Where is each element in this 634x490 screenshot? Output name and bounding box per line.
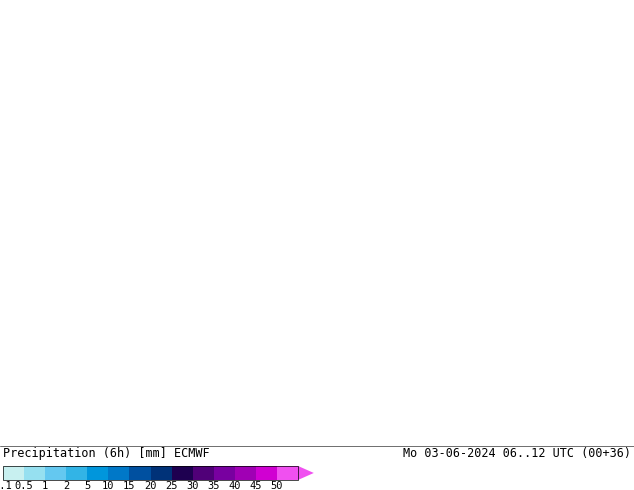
Bar [87,466,108,480]
Bar [172,466,193,480]
Bar [3,466,298,480]
Polygon shape [298,466,314,480]
Bar [129,466,150,480]
Text: 20: 20 [145,482,157,490]
Text: 10: 10 [102,482,115,490]
Bar [45,466,66,480]
Text: 35: 35 [207,482,220,490]
Text: 0.5: 0.5 [15,482,34,490]
Text: 2: 2 [63,482,69,490]
Text: 40: 40 [228,482,241,490]
Bar [66,466,87,480]
Bar [24,466,45,480]
Bar [193,466,214,480]
Bar [256,466,277,480]
Text: 45: 45 [250,482,262,490]
Text: Precipitation (6h) [mm] ECMWF: Precipitation (6h) [mm] ECMWF [3,447,210,460]
Bar [108,466,129,480]
Text: 15: 15 [123,482,136,490]
Text: 0.1: 0.1 [0,482,13,490]
Bar [150,466,172,480]
Text: 25: 25 [165,482,178,490]
Bar [3,466,24,480]
Text: 1: 1 [42,482,48,490]
Bar [277,466,298,480]
Text: 50: 50 [271,482,283,490]
Bar [214,466,235,480]
Text: Mo 03-06-2024 06..12 UTC (00+36): Mo 03-06-2024 06..12 UTC (00+36) [403,447,631,460]
Text: 5: 5 [84,482,91,490]
Bar [235,466,256,480]
Text: 30: 30 [186,482,199,490]
